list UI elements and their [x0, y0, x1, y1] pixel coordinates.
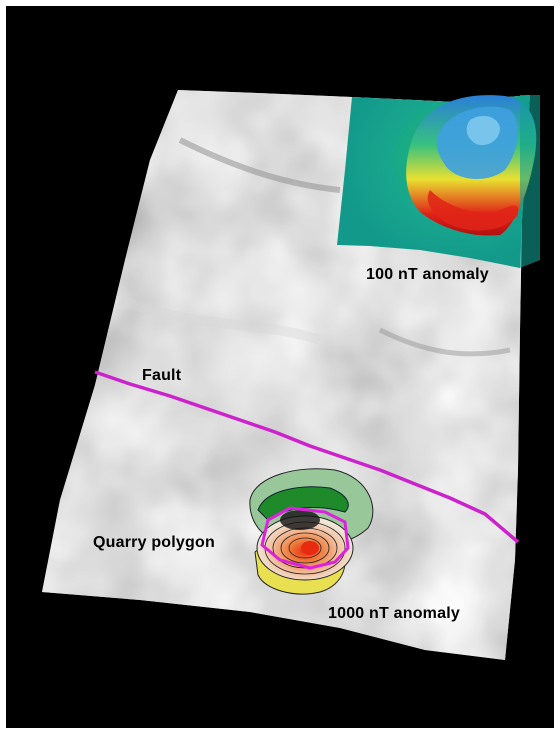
- anomaly-1000nt-contours: [249, 468, 374, 595]
- label-quarry-polygon: Quarry polygon: [93, 534, 215, 551]
- label-100nt-anomaly: 100 nT anomaly: [366, 266, 489, 283]
- anomaly-100nt-patch: [337, 95, 540, 268]
- label-1000nt-anomaly: 1000 nT anomaly: [328, 605, 460, 622]
- label-fault: Fault: [142, 367, 182, 384]
- fault-line: [94, 370, 520, 544]
- quarry-polygon: [260, 506, 350, 570]
